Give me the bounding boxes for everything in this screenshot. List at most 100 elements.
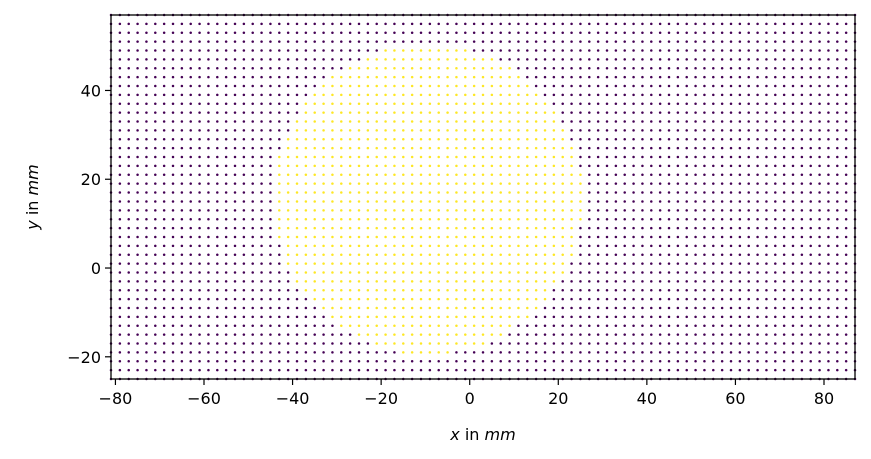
scatter-point-outside bbox=[464, 31, 467, 35]
scatter-point-inside bbox=[375, 182, 378, 185]
scatter-point-outside bbox=[207, 58, 210, 61]
scatter-point-outside bbox=[313, 58, 316, 61]
scatter-point-outside bbox=[827, 40, 830, 43]
scatter-point-inside bbox=[517, 288, 520, 292]
scatter-point-inside bbox=[340, 324, 343, 327]
scatter-point-outside bbox=[844, 138, 848, 141]
scatter-point-outside bbox=[118, 191, 122, 194]
scatter-point-outside bbox=[614, 84, 618, 88]
scatter-point-outside bbox=[561, 359, 564, 363]
scatter-point-inside bbox=[304, 288, 308, 292]
scatter-point-outside bbox=[180, 75, 184, 79]
scatter-point-outside bbox=[596, 49, 600, 52]
scatter-point-outside bbox=[632, 235, 635, 239]
scatter-point-outside bbox=[286, 22, 290, 26]
scatter-point-outside bbox=[534, 342, 538, 345]
scatter-point-outside bbox=[614, 155, 618, 159]
scatter-point-outside bbox=[756, 342, 759, 345]
scatter-point-outside bbox=[703, 58, 706, 61]
scatter-point-outside bbox=[632, 288, 635, 292]
scatter-point-outside bbox=[269, 67, 272, 70]
scatter-point-outside bbox=[189, 226, 192, 230]
scatter-point-outside bbox=[118, 182, 122, 185]
scatter-point-outside bbox=[667, 244, 671, 248]
scatter-point-outside bbox=[526, 368, 529, 372]
scatter-point-outside bbox=[623, 67, 626, 70]
scatter-point-inside bbox=[410, 102, 414, 106]
scatter-point-outside bbox=[650, 306, 653, 310]
scatter-point-outside bbox=[198, 67, 201, 70]
scatter-point-outside bbox=[605, 262, 609, 265]
scatter-point-inside bbox=[517, 93, 520, 97]
scatter-point-outside bbox=[464, 22, 467, 26]
scatter-point-outside bbox=[703, 342, 706, 345]
scatter-point-outside bbox=[145, 138, 148, 141]
scatter-point-inside bbox=[446, 351, 449, 354]
scatter-point-inside bbox=[410, 342, 414, 345]
scatter-point-inside bbox=[331, 217, 334, 221]
scatter-point-outside bbox=[286, 84, 290, 88]
scatter-point-outside bbox=[676, 58, 680, 61]
scatter-point-outside bbox=[561, 75, 564, 79]
scatter-point-outside bbox=[224, 324, 228, 327]
scatter-point-inside bbox=[446, 244, 449, 248]
scatter-point-outside bbox=[543, 315, 547, 319]
scatter-point-outside bbox=[216, 67, 219, 70]
scatter-point-inside bbox=[402, 164, 405, 168]
scatter-point-inside bbox=[481, 297, 485, 301]
scatter-point-outside bbox=[844, 67, 848, 70]
scatter-point-outside bbox=[526, 58, 529, 61]
scatter-point-inside bbox=[366, 75, 370, 79]
scatter-point-outside bbox=[269, 262, 272, 265]
scatter-point-outside bbox=[198, 262, 201, 265]
scatter-point-inside bbox=[464, 262, 467, 265]
scatter-point-outside bbox=[667, 200, 671, 203]
scatter-point-outside bbox=[605, 120, 609, 123]
scatter-point-outside bbox=[791, 333, 795, 336]
scatter-point-outside bbox=[667, 111, 671, 114]
scatter-point-outside bbox=[118, 209, 122, 212]
scatter-point-outside bbox=[844, 368, 848, 372]
scatter-point-outside bbox=[818, 262, 821, 265]
scatter-point-inside bbox=[464, 120, 467, 123]
scatter-point-inside bbox=[499, 288, 502, 292]
scatter-point-outside bbox=[605, 182, 609, 185]
scatter-point-outside bbox=[260, 75, 263, 79]
scatter-point-outside bbox=[782, 200, 786, 203]
scatter-point-outside bbox=[836, 253, 839, 256]
scatter-point-inside bbox=[437, 333, 440, 336]
scatter-point-outside bbox=[118, 155, 122, 159]
scatter-point-inside bbox=[286, 209, 290, 212]
scatter-point-outside bbox=[136, 102, 139, 106]
scatter-point-outside bbox=[233, 111, 237, 114]
scatter-point-inside bbox=[472, 129, 476, 132]
scatter-point-outside bbox=[207, 315, 210, 319]
scatter-point-outside bbox=[216, 31, 219, 35]
scatter-point-outside bbox=[393, 31, 396, 35]
scatter-point-outside bbox=[588, 40, 591, 43]
scatter-point-outside bbox=[154, 271, 157, 274]
scatter-point-inside bbox=[570, 191, 573, 194]
scatter-point-outside bbox=[712, 342, 715, 345]
scatter-point-outside bbox=[658, 146, 662, 150]
scatter-point-outside bbox=[774, 120, 777, 123]
scatter-point-inside bbox=[278, 182, 281, 185]
scatter-point-outside bbox=[313, 306, 316, 310]
scatter-point-outside bbox=[251, 280, 254, 283]
scatter-point-outside bbox=[162, 217, 166, 221]
scatter-point-outside bbox=[561, 315, 564, 319]
scatter-point-outside bbox=[747, 129, 750, 132]
scatter-point-inside bbox=[402, 200, 405, 203]
x-tick-label: 0 bbox=[465, 389, 475, 408]
scatter-point-outside bbox=[419, 31, 423, 35]
scatter-point-inside bbox=[526, 315, 529, 319]
scatter-point-inside bbox=[561, 173, 564, 177]
scatter-point-outside bbox=[216, 75, 219, 79]
scatter-point-inside bbox=[464, 324, 467, 327]
scatter-point-outside bbox=[304, 22, 308, 26]
scatter-point-outside bbox=[614, 129, 618, 132]
scatter-point-outside bbox=[836, 75, 839, 79]
scatter-point-inside bbox=[348, 182, 352, 185]
scatter-point-outside bbox=[694, 155, 697, 159]
scatter-point-outside bbox=[712, 280, 715, 283]
